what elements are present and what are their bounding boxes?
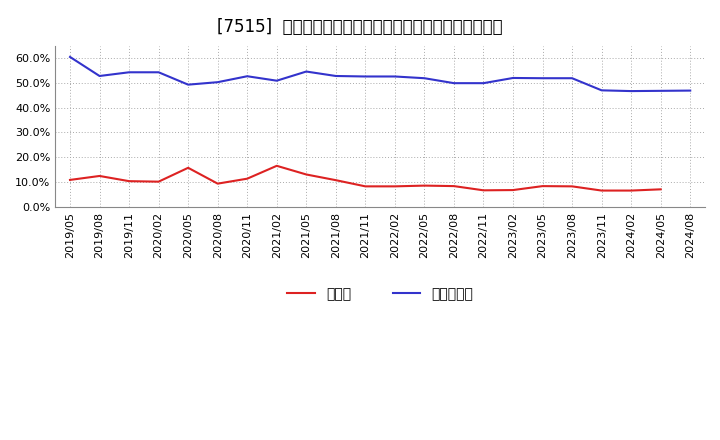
有利子負債 bbox=[480, 81, 488, 86]
有利子負債 bbox=[657, 88, 665, 93]
現預金 bbox=[509, 187, 518, 193]
Line: 有利子負債: 有利子負債 bbox=[70, 57, 690, 91]
有利子負債 bbox=[420, 76, 428, 81]
現預金 bbox=[420, 183, 428, 188]
現預金 bbox=[66, 177, 74, 183]
現預金 bbox=[390, 184, 399, 189]
現預金 bbox=[125, 179, 133, 184]
有利子負債 bbox=[66, 54, 74, 59]
現預金 bbox=[568, 184, 577, 189]
有利子負債 bbox=[184, 82, 192, 87]
有利子負債 bbox=[568, 76, 577, 81]
有利子負債 bbox=[331, 73, 340, 79]
有利子負債 bbox=[539, 76, 547, 81]
現預金 bbox=[331, 177, 340, 183]
有利子負債 bbox=[302, 69, 310, 74]
有利子負債 bbox=[598, 88, 606, 93]
有利子負債 bbox=[449, 81, 458, 86]
有利子負債 bbox=[627, 88, 636, 94]
Legend: 現預金, 有利子負債: 現預金, 有利子負債 bbox=[282, 281, 479, 306]
現預金 bbox=[480, 188, 488, 193]
現預金 bbox=[95, 173, 104, 179]
有利子負債 bbox=[243, 73, 251, 79]
現預金 bbox=[272, 163, 281, 169]
Text: [7515]  現預金、有利子負債の総資産に対する比率の推移: [7515] 現預金、有利子負債の総資産に対する比率の推移 bbox=[217, 18, 503, 36]
有利子負債 bbox=[509, 75, 518, 81]
現預金 bbox=[598, 188, 606, 193]
現預金 bbox=[627, 188, 636, 193]
有利子負債 bbox=[154, 70, 163, 75]
Line: 現預金: 現預金 bbox=[70, 166, 661, 191]
有利子負債 bbox=[125, 70, 133, 75]
有利子負債 bbox=[361, 74, 369, 79]
有利子負債 bbox=[686, 88, 695, 93]
現預金 bbox=[154, 179, 163, 184]
現預金 bbox=[184, 165, 192, 170]
有利子負債 bbox=[272, 78, 281, 83]
現預金 bbox=[449, 183, 458, 189]
有利子負債 bbox=[390, 74, 399, 79]
有利子負債 bbox=[213, 80, 222, 85]
現預金 bbox=[243, 176, 251, 181]
有利子負債 bbox=[95, 73, 104, 79]
現預金 bbox=[657, 187, 665, 192]
現預金 bbox=[361, 184, 369, 189]
現預金 bbox=[539, 183, 547, 189]
現預金 bbox=[213, 181, 222, 186]
現預金 bbox=[302, 172, 310, 177]
